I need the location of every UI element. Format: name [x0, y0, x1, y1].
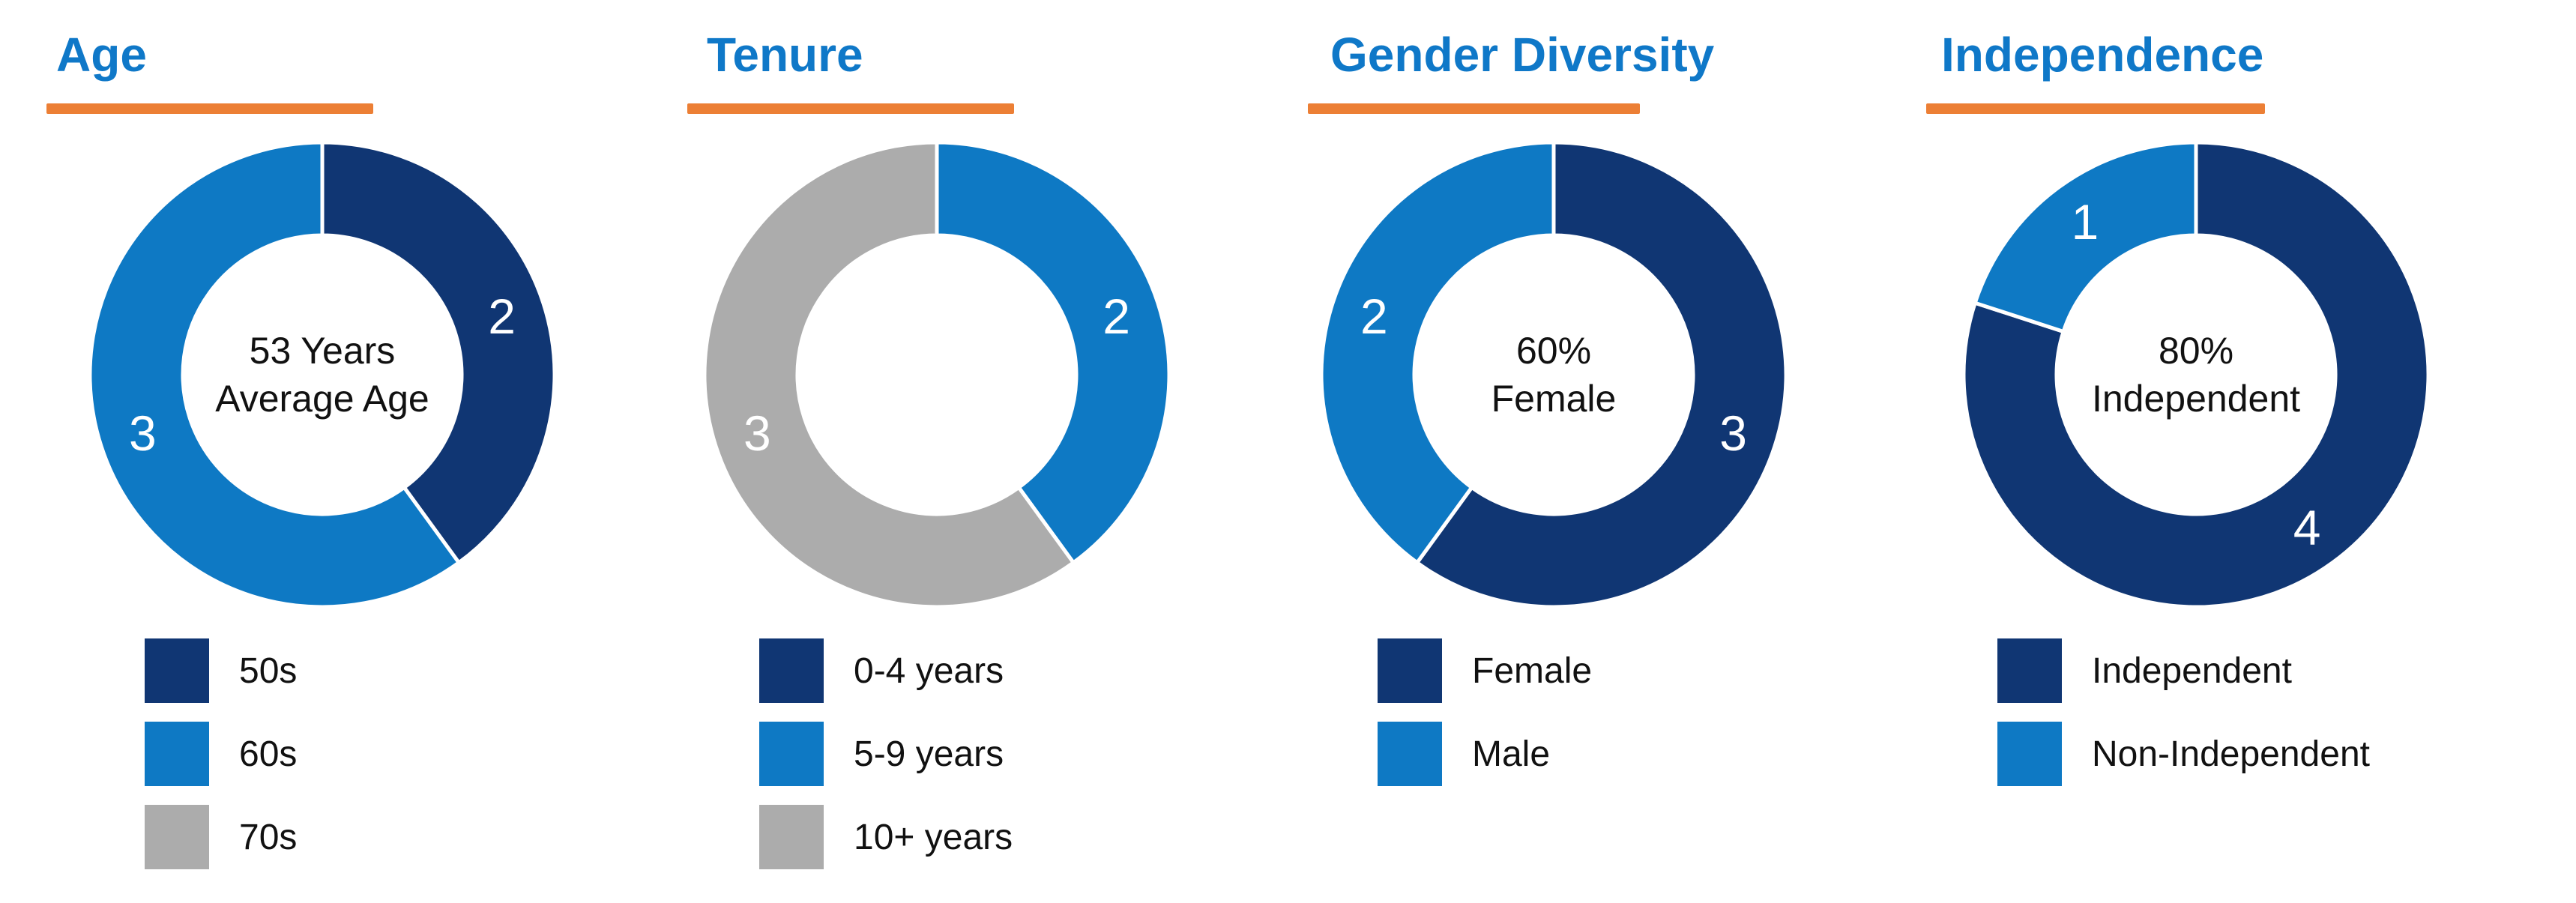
donut-center-line: 53 Years — [250, 330, 396, 372]
legend-gender-diversity: Female Male — [1378, 638, 1857, 893]
donut-chart-gender-diversity: 3 2 60% Female — [1319, 140, 1788, 609]
legend-label: 50s — [239, 651, 298, 691]
legend-label: 10+ years — [854, 818, 1013, 857]
legend-swatch-gray — [759, 805, 824, 869]
legend-swatch-blue — [145, 722, 209, 786]
legend-label: Non-Independent — [2092, 734, 2370, 774]
legend-item-non-independent: Non-Independent — [1997, 722, 2477, 786]
legend-swatch-blue — [1997, 722, 2062, 786]
legend-tenure: 0-4 years 5-9 years 10+ years — [759, 638, 1239, 893]
legend-swatch-gray — [145, 805, 209, 869]
legend-age: 50s 60s 70s — [145, 638, 624, 893]
donut-chart-age: 2 3 53 Years Average Age — [88, 140, 557, 609]
donut-center-line: Female — [1491, 378, 1617, 420]
legend-label: 5-9 years — [854, 734, 1004, 774]
donut-chart-tenure: 23 — [702, 140, 1171, 609]
slice-value-label-60s: 3 — [129, 405, 157, 461]
chart-title-independence: Independence — [1941, 28, 2264, 82]
legend-label: Female — [1472, 651, 1593, 691]
legend-item-5-9-years: 5-9 years — [759, 722, 1239, 786]
legend-item-independent: Independent — [1997, 638, 2477, 703]
legend-item-male: Male — [1378, 722, 1857, 786]
chart-title-tenure: Tenure — [707, 28, 863, 82]
slice-value-label-male: 2 — [1360, 289, 1388, 344]
legend-independence: Independent Non-Independent — [1997, 638, 2477, 893]
legend-item-50s: 50s — [145, 638, 624, 703]
legend-item-60s: 60s — [145, 722, 624, 786]
slice-value-label-50s: 2 — [488, 289, 516, 344]
chart-column-independence: Independence 4 1 80% Independent Independen… — [1926, 22, 2576, 892]
legend-swatch-navy — [145, 638, 209, 703]
donut-segment-male — [1319, 140, 1556, 566]
donut-segment-10-years — [702, 140, 1076, 609]
legend-label: 0-4 years — [854, 651, 1004, 691]
donut-segment-50s — [320, 140, 557, 566]
legend-item-10-years: 10+ years — [759, 805, 1239, 869]
legend-swatch-navy — [759, 638, 824, 703]
legend-swatch-blue — [1378, 722, 1442, 786]
title-underline — [687, 103, 1014, 114]
title-underline — [1308, 103, 1640, 114]
title-underline — [46, 103, 373, 114]
legend-label: Male — [1472, 734, 1551, 774]
donut-segment-independent — [1961, 140, 2431, 609]
legend-label: 60s — [239, 734, 298, 774]
slice-value-label-female: 3 — [1719, 405, 1747, 461]
chart-title-age: Age — [56, 28, 147, 82]
donut-center-line: 60% — [1516, 330, 1591, 372]
donut-segment-5-9-years — [935, 140, 1171, 566]
donut-center-line: 80% — [2159, 330, 2233, 372]
chart-title-gender-diversity: Gender Diversity — [1330, 28, 1715, 82]
slice-value-label-10-years: 3 — [743, 405, 771, 461]
legend-swatch-navy — [1378, 638, 1442, 703]
slice-value-label-5-9-years: 2 — [1103, 289, 1130, 344]
legend-swatch-navy — [1997, 638, 2062, 703]
donut-center-line: Independent — [2092, 378, 2300, 420]
legend-label: Independent — [2092, 651, 2292, 691]
donut-chart-independence: 4 1 80% Independent — [1961, 140, 2431, 609]
legend-item-0-4-years: 0-4 years — [759, 638, 1239, 703]
donut-segment-non-independent — [1973, 140, 2198, 334]
legend-item-female: Female — [1378, 638, 1857, 703]
chart-column-gender-diversity: Gender Diversity 3 2 60% Female Female Male — [1308, 22, 1960, 892]
legend-label: 70s — [239, 818, 298, 857]
slice-value-label-non-independent: 1 — [2072, 194, 2099, 250]
legend-swatch-blue — [759, 722, 824, 786]
slice-value-label-independent: 4 — [2293, 500, 2321, 555]
legend-item-70s: 70s — [145, 805, 624, 869]
donut-segment-female — [1414, 140, 1788, 609]
donut-segment-60s — [88, 140, 462, 609]
chart-column-age: Age 2 3 53 Years Average Age 50s 60s 70s — [46, 22, 699, 892]
donut-center-line: Average Age — [215, 378, 429, 420]
title-underline — [1926, 103, 2265, 114]
